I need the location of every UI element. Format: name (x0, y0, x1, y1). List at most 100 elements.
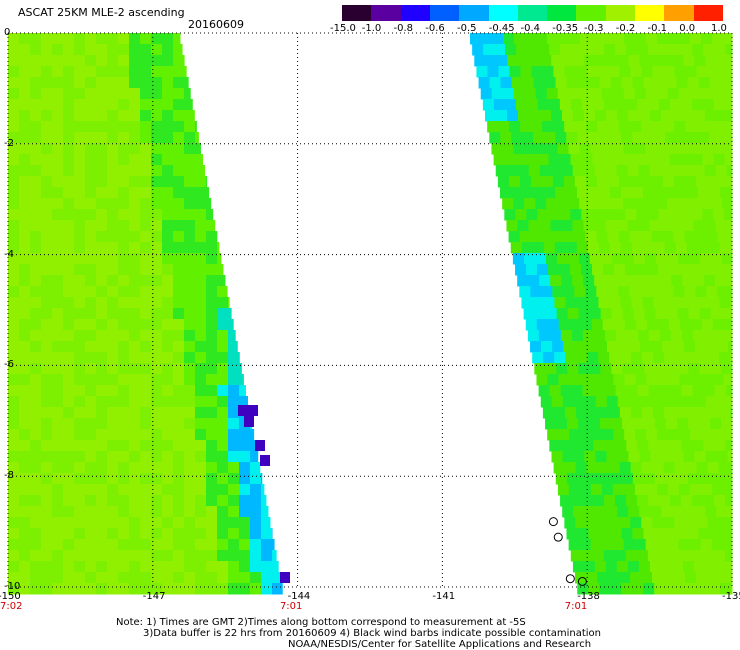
swath-cell (544, 187, 556, 199)
swath-cell (107, 220, 119, 232)
swath-cell (664, 352, 676, 364)
swath-cell (540, 396, 553, 408)
swath-cell (517, 275, 529, 287)
swath-cell (674, 121, 686, 133)
swath-cell (140, 429, 152, 441)
swath-cell (8, 77, 20, 89)
swath-cell (610, 473, 623, 485)
swath-cell (649, 561, 662, 573)
swath-cell (507, 110, 519, 122)
swath-cell (250, 484, 262, 496)
swath-cell (217, 583, 229, 595)
swath-cell (52, 242, 64, 254)
swath-cell (30, 231, 42, 243)
swath-cell (560, 44, 572, 56)
swath-cell (556, 308, 569, 320)
swath-cell (599, 583, 611, 595)
swath-cell (498, 66, 510, 78)
swath-cell (555, 473, 568, 485)
swath-cell (63, 77, 75, 89)
swath-cell (613, 374, 625, 386)
swath-cell (626, 330, 639, 342)
swath-cell (556, 363, 568, 375)
swath-cell (129, 176, 141, 188)
swath-cell (107, 561, 119, 573)
swath-cell (8, 418, 20, 430)
swath-cell (8, 121, 20, 133)
swath-cell (195, 308, 207, 320)
swath-cell (52, 506, 64, 518)
swath-cell (206, 352, 218, 364)
swath-cell (630, 66, 642, 78)
swath-cell (595, 55, 607, 67)
swath-cell (173, 66, 185, 78)
swath-cell (511, 77, 524, 89)
swath-cell (162, 484, 174, 496)
swath-cell (713, 550, 726, 562)
swath-cell (700, 539, 713, 551)
swath-cell (552, 341, 564, 353)
swath-cell (586, 572, 598, 584)
swath-cell (162, 451, 174, 463)
swath-cell (85, 165, 97, 177)
swath-cell (687, 187, 699, 199)
swath-cell (184, 517, 196, 529)
swath-cell (502, 198, 514, 210)
swath-cell (162, 308, 174, 320)
swath-cell (63, 66, 75, 78)
swath-cell (635, 319, 648, 331)
swath-cell (600, 418, 612, 430)
swath-cell (667, 484, 680, 496)
swath-cell (118, 583, 130, 595)
swath-cell (655, 418, 667, 430)
swath-cell (206, 220, 216, 232)
swath-cell (41, 407, 53, 419)
swath-cell (678, 143, 690, 155)
swath-cell (129, 231, 141, 243)
swath-cell (720, 528, 732, 540)
swath-cell (598, 242, 611, 254)
swath-cell (554, 242, 567, 254)
swath-cell (657, 374, 669, 386)
swath-cell (85, 44, 97, 56)
swath-cell (140, 198, 152, 210)
swath-cell (140, 495, 152, 507)
swath-cell (680, 264, 692, 276)
swath-cell (52, 253, 64, 265)
swath-cell (184, 495, 196, 507)
swath-cell (660, 220, 672, 232)
swath-cell (627, 561, 640, 573)
swath-cell (74, 33, 86, 45)
swath-cell (118, 99, 130, 111)
swath-cell (582, 495, 594, 507)
swath-cell (173, 429, 185, 441)
swath-cell (52, 451, 64, 463)
swath-cell (195, 198, 207, 210)
swath-cell (30, 132, 42, 144)
swath-cell (546, 88, 559, 100)
swath-cell (658, 209, 670, 221)
swath-cell (8, 319, 20, 331)
swath-cell (239, 396, 248, 408)
swath-cell (585, 286, 597, 298)
swath-cell (8, 517, 20, 529)
swath-cell (527, 44, 539, 56)
colorbar-label: -0.8 (393, 23, 414, 34)
swath-cell (627, 165, 640, 177)
swath-cell (52, 154, 64, 166)
swath-cell (52, 176, 64, 188)
swath-cell (616, 220, 628, 232)
x-tick-label: -141 (432, 591, 456, 602)
swath-cell (586, 121, 598, 133)
swath-cell (661, 506, 673, 518)
swath-cell (566, 187, 578, 199)
swath-cell (720, 132, 732, 144)
swath-cell (30, 517, 42, 529)
swath-cell (19, 132, 31, 144)
swath-cell (140, 220, 152, 232)
swath-cell (547, 429, 559, 441)
swath-cell (195, 484, 207, 496)
swath-cell (729, 66, 733, 78)
swath-cell (41, 550, 53, 562)
swath-cell (605, 275, 617, 287)
